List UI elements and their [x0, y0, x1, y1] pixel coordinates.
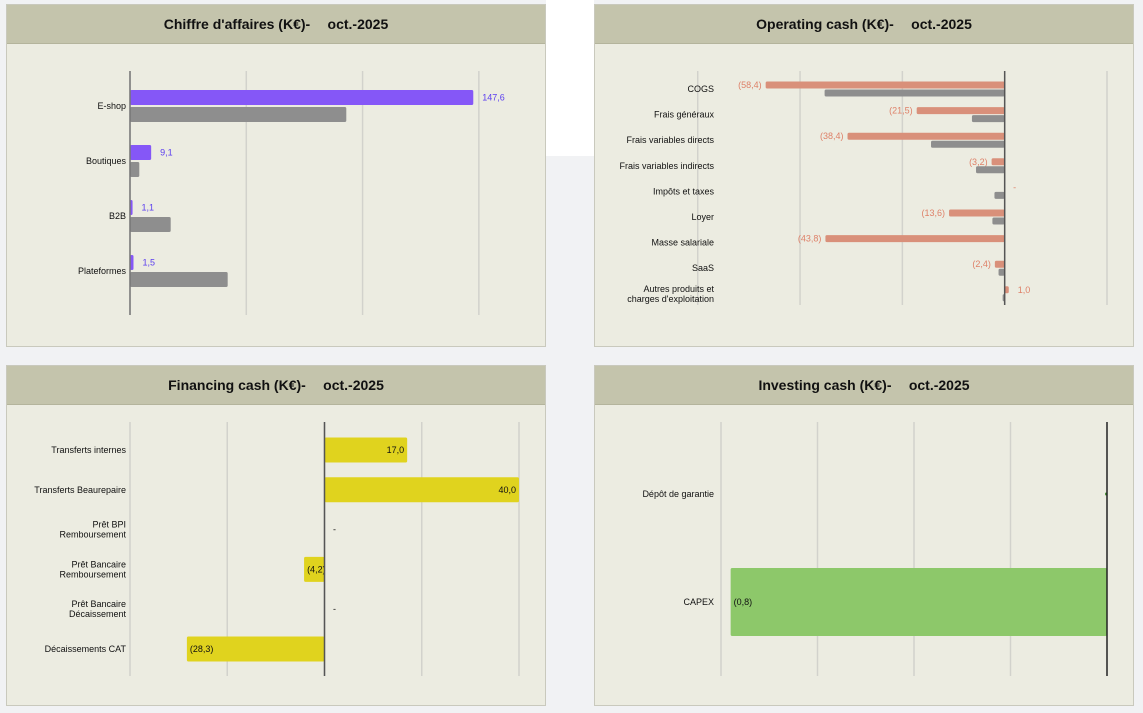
revenue-value-label: 9,1 [160, 148, 173, 158]
operating-value-label: (21,5) [889, 106, 913, 116]
investing-cash-title: Investing cash (K€) [758, 377, 887, 393]
financing-bar-transferts-beaurepaire [324, 477, 519, 503]
revenue-bar-boutiques [130, 145, 152, 160]
operating-bar-frais-variables-directs-prior [931, 140, 1005, 148]
revenue-chart: E-shop 147,6 Boutiques 9,1 B2B 1,1 Plateformes… [78, 71, 505, 315]
financing-cash-chart: Transferts internes 17,0 Transferts Beaure… [34, 422, 520, 676]
operating-bar-loyer [949, 209, 1005, 217]
financing-bar-transferts-internes [324, 437, 408, 463]
operating-value-label: (43,8) [798, 234, 822, 244]
operating-category-label: Frais variables indirects [619, 161, 714, 171]
operating-cash-period: oct.-2025 [911, 16, 972, 32]
operating-bar-frais-generaux-prior [971, 115, 1005, 123]
operating-value-label: (38,4) [820, 131, 844, 141]
operating-bar-saas-prior [998, 268, 1005, 276]
revenue-bar-e-shop [130, 90, 474, 105]
financing-value-label: (4,2) [307, 564, 326, 574]
operating-value-label: (3,2) [969, 157, 988, 167]
investing-bar-capex [730, 568, 1107, 636]
revenue-bar-e-shop-prior [130, 107, 347, 122]
operating-bar-frais-variables-directs [847, 132, 1005, 140]
investing-cash-period: oct.-2025 [908, 377, 970, 393]
operating-category-label: Frais variables directs [626, 135, 714, 145]
operating-category-label: Masse salariale [651, 238, 714, 248]
financing-cash-title: Financing cash (K€) [168, 377, 302, 393]
operating-bar-frais-variables-indirects-prior [976, 166, 1005, 174]
operating-bar-frais-generaux [916, 107, 1005, 115]
operating-bar-saas [994, 260, 1005, 268]
financing-bar-pret-bancaire-remboursement [304, 556, 325, 582]
financing-value-label: (28,3) [190, 644, 214, 654]
revenue-bar-boutiques-prior [130, 162, 140, 177]
financing-value-label: 40,0 [498, 485, 516, 495]
panel-financing-cash-header: Financing cash (K€) - oct.-2025 [7, 366, 545, 405]
revenue-value-label: 1,1 [142, 203, 155, 213]
financing-category-label: Prêt BPI Remboursement [59, 520, 126, 540]
revenue-bar-b2b-prior [130, 217, 171, 232]
operating-cash-title: Operating cash (K€) [756, 16, 890, 32]
revenue-value-label: 1,5 [142, 258, 155, 268]
operating-bar-frais-variables-indirects [991, 158, 1005, 166]
revenue-category-label: Boutiques [86, 156, 127, 166]
operating-value-label: - [1013, 182, 1016, 192]
operating-bar-cogs [765, 81, 1005, 89]
revenue-category-label: B2B [109, 211, 126, 221]
panel-operating-cash-header: Operating cash (K€) - oct.-2025 [595, 5, 1133, 44]
revenue-category-label: E-shop [97, 101, 126, 111]
operating-value-label: 1,0 [1018, 285, 1031, 295]
operating-bar-cogs-prior [824, 89, 1005, 97]
operating-category-label: Impôts et taxes [653, 186, 715, 196]
panel-revenue: Chiffre d'affaires (K€) - oct.-2025 E-sh… [6, 4, 546, 347]
operating-bar-impots-et-taxes-prior [994, 191, 1005, 199]
revenue-title: Chiffre d'affaires (K€) [163, 16, 306, 32]
operating-bar-autres-produits-et-charges-d-exploitation [1004, 286, 1009, 294]
financing-category-label: Transferts internes [51, 445, 126, 455]
financing-value-label: - [333, 525, 336, 535]
revenue-value-label: 147,6 [482, 93, 505, 103]
operating-value-label: (58,4) [738, 80, 762, 90]
revenue-bar-plateformes-prior [130, 272, 228, 287]
financing-value-label: - [333, 604, 336, 614]
financing-bar-decaissements-cat [186, 636, 325, 662]
revenue-period: oct.-2025 [327, 16, 389, 32]
revenue-category-label: Plateformes [78, 266, 127, 276]
operating-category-label: Autres produits et charges d'exploitation [627, 284, 714, 304]
panel-revenue-header: Chiffre d'affaires (K€) - oct.-2025 [7, 5, 545, 44]
panel-operating-cash: Operating cash (K€) - oct.-2025 COGS (58,… [594, 4, 1134, 347]
financing-category-label: Prêt Bancaire Décaissement [69, 599, 127, 619]
operating-bar-masse-salariale [825, 235, 1005, 243]
revenue-bar-plateformes [130, 255, 134, 270]
operating-category-label: Loyer [691, 212, 714, 222]
investing-value-label: (0,8) [734, 597, 753, 607]
panel-investing-cash: Investing cash (K€) - oct.-2025 Dépôt de… [594, 365, 1134, 706]
operating-category-label: Frais généraux [654, 110, 715, 120]
operating-value-label: (2,4) [972, 259, 991, 269]
operating-value-label: (13,6) [922, 208, 946, 218]
operating-category-label: COGS [687, 84, 714, 94]
investing-cash-chart: Dépôt de garantie CAPEX (0,8) [642, 422, 1108, 676]
operating-category-label: SaaS [692, 263, 714, 273]
panel-investing-cash-header: Investing cash (K€) - oct.-2025 [595, 366, 1133, 405]
financing-value-label: 17,0 [387, 445, 405, 455]
financing-category-label: Décaissements CAT [45, 644, 127, 654]
financing-category-label: Transferts Beaurepaire [34, 485, 126, 495]
investing-category-label: Dépôt de garantie [642, 489, 714, 499]
financing-category-label: Prêt Bancaire Remboursement [59, 559, 126, 579]
financing-cash-period: oct.-2025 [323, 377, 384, 393]
investing-category-label: CAPEX [683, 597, 714, 607]
operating-bar-loyer-prior [992, 217, 1005, 225]
operating-cash-chart: COGS (58,4) Frais généraux (21,5) Frais vari… [619, 71, 1108, 305]
panel-financing-cash: Financing cash (K€) - oct.-2025 Transfer… [6, 365, 546, 706]
